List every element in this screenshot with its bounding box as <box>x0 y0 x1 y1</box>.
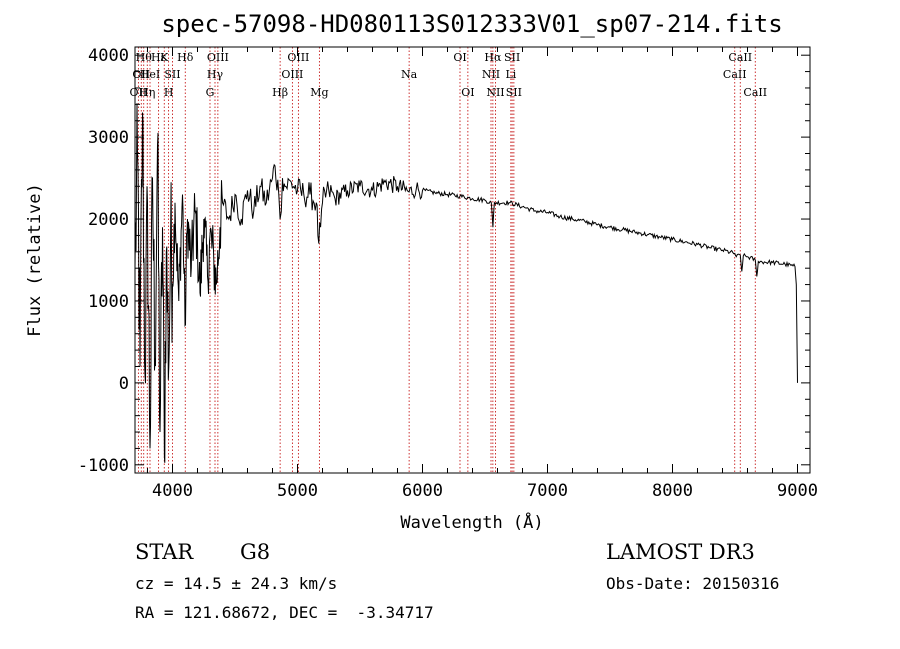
spectrum-chart: spec-57098-HD080113S012333V01_sp07-214.f… <box>25 10 818 533</box>
x-axis-label: Wavelength (Å) <box>400 511 543 533</box>
spectral-line-label: OI <box>453 51 466 64</box>
spectral-line-label: OII <box>130 86 148 99</box>
y-axis-label: Flux (relative) <box>25 183 45 337</box>
spectral-line-label: Li <box>505 68 516 81</box>
object-subclass: G8 <box>240 540 271 564</box>
spectral-line-label: NII <box>486 86 504 99</box>
spectral-line-label: OIII <box>207 51 229 64</box>
spectral-line-label: Hβ <box>272 86 288 99</box>
spectral-line-label: HeI <box>140 68 160 81</box>
spectral-line-label: CaII <box>723 68 747 81</box>
y-tick-label: 4000 <box>88 46 129 66</box>
x-tick-label: 7000 <box>527 481 568 501</box>
spectral-line-label: NII <box>482 68 500 81</box>
spectral-line-label: Hδ <box>177 51 194 64</box>
spectral-line-label: K <box>160 51 169 64</box>
spectral-line-label: Hα <box>484 51 502 64</box>
plot-frame <box>134 46 811 474</box>
spectral-line-label: Hθ <box>136 51 153 64</box>
spectral-line-label: Hε <box>151 51 167 64</box>
spectral-line-label: G <box>206 86 215 99</box>
spectral-line-label: SII <box>164 68 180 81</box>
spectral-line-label: SII <box>504 51 520 64</box>
x-tick-label: 9000 <box>777 481 818 501</box>
spectral-line-label: OIII <box>281 68 303 81</box>
spectral-line-label: CaII <box>728 51 752 64</box>
redshift-text: cz = 14.5 ± 24.3 km/s <box>135 574 338 593</box>
spectral-line-label: Hγ <box>207 68 224 81</box>
x-tick-label: 5000 <box>277 481 318 501</box>
spectral-line-label: Hη <box>139 86 155 99</box>
chart-title: spec-57098-HD080113S012333V01_sp07-214.f… <box>161 10 782 38</box>
y-tick-label: -1000 <box>78 456 129 476</box>
object-class: STAR <box>135 540 194 564</box>
spectrum-series-line <box>134 103 798 463</box>
spectral-line-labels-layer: OIIOIIHθHηHeIHεKHSIIHδGHγOIIIHβOIIIOIIIM… <box>130 51 768 99</box>
y-tick-label: 0 <box>119 374 129 394</box>
x-tick-label: 8000 <box>652 481 693 501</box>
survey-name: LAMOST DR3 <box>606 540 755 564</box>
spectral-line-label: Na <box>401 68 418 81</box>
spectral-line-label: SII <box>506 86 522 99</box>
spectral-line-label: OIII <box>287 51 309 64</box>
spectral-line-label: H <box>164 86 174 99</box>
y-tick-label: 1000 <box>88 292 129 312</box>
axis-ticks: 4000 5000 6000 7000 8000 9000 -1000 0 1000 2000 30… <box>78 46 818 501</box>
x-tick-label: 6000 <box>402 481 443 501</box>
y-tick-label: 2000 <box>88 210 129 230</box>
spectral-line-label: CaII <box>743 86 767 99</box>
spectral-line-label: Mg <box>310 86 328 99</box>
y-tick-label: 3000 <box>88 128 129 148</box>
obs-date-text: Obs-Date: 20150316 <box>606 574 780 593</box>
x-tick-label: 4000 <box>152 481 193 501</box>
spectral-line-label: OI <box>461 86 474 99</box>
coordinates-text: RA = 121.68672, DEC = -3.34717 <box>135 603 434 622</box>
spectral-lines-layer <box>137 47 756 473</box>
